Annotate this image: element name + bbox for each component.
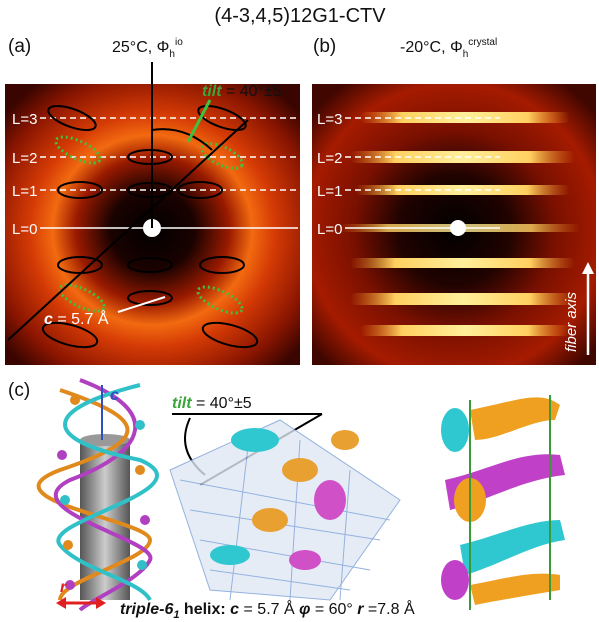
graphic	[63, 540, 73, 550]
tilt-text: = 40°±5	[192, 395, 252, 412]
graphic	[252, 508, 288, 532]
tilt-label: tilt = 40°±5	[172, 395, 252, 412]
panel-condition: -20°C, Φhcrystal	[400, 37, 497, 60]
panel-condition: 25°C, Φhio	[112, 37, 183, 60]
layer-label: L=0	[317, 221, 342, 238]
fiber-axis-label: fiber axis	[563, 291, 580, 352]
helix-c-label: c	[110, 387, 119, 404]
layer-label: L=1	[12, 183, 37, 200]
graphic	[441, 560, 469, 600]
caption-name: triple-6	[120, 601, 173, 618]
layer-label: L=2	[317, 150, 342, 167]
figure-title: (4-3,4,5)12G1-CTV	[214, 5, 386, 27]
layer-label: L=3	[317, 111, 342, 128]
graphic	[210, 545, 250, 565]
graphic	[135, 420, 145, 430]
graphic	[135, 465, 145, 475]
tilt-symbol: tilt	[202, 83, 222, 100]
graphic	[282, 458, 318, 482]
spacing-label: c = 5.7 Å	[44, 309, 109, 328]
layer-label: L=0	[12, 221, 37, 238]
caption-text: = 5.7 Å	[239, 599, 299, 618]
graphic	[60, 495, 70, 505]
tilt-label: tilt = 40°±5	[202, 83, 282, 100]
caption-phi: φ	[299, 601, 310, 618]
graphic	[289, 550, 321, 570]
condition-sup: crystal	[468, 37, 497, 48]
helix-caption: triple-61 helix: c = 5.7 Å φ = 60° r =7.…	[120, 599, 415, 621]
panel-label: (c)	[8, 380, 30, 401]
panel-label: (a)	[8, 36, 31, 57]
tilt-symbol: tilt	[172, 395, 192, 412]
graphic	[57, 450, 67, 460]
spacing-text: = 5.7 Å	[53, 309, 109, 328]
graphic	[70, 395, 80, 405]
helix-density-model	[441, 395, 565, 610]
graphic	[470, 397, 560, 440]
condition-sub: h	[169, 49, 175, 60]
graphic	[314, 480, 346, 520]
graphic	[350, 151, 575, 163]
graphic	[360, 325, 570, 336]
tilt-text: = 40°±5	[222, 83, 282, 100]
graphic	[441, 408, 469, 452]
graphic	[350, 293, 575, 305]
caption-text: helix:	[179, 601, 230, 618]
condition-text: -20°C, Φ	[400, 39, 463, 56]
page: {"title": "(4-3,4,5)12G1-CTV", "panels":…	[0, 0, 599, 622]
graphic	[170, 420, 400, 600]
molecular-model	[170, 420, 400, 600]
caption-c: c	[230, 601, 239, 618]
condition-sup: io	[175, 37, 183, 48]
graphic	[137, 560, 147, 570]
graphic	[331, 430, 359, 450]
graphic	[470, 574, 560, 605]
spacing-symbol: c	[44, 311, 53, 328]
layer-label: L=3	[12, 111, 37, 128]
graphic	[140, 515, 150, 525]
graphic	[350, 258, 575, 268]
layer-label: L=1	[317, 183, 342, 200]
caption-text: = 60°	[310, 601, 357, 618]
graphic	[170, 420, 400, 600]
layer-label: L=2	[12, 150, 37, 167]
beam-stop	[450, 220, 466, 236]
panel-label: (b)	[313, 36, 336, 57]
graphic	[65, 580, 75, 590]
figure: (4-3,4,5)12G1-CTV (a) 25°C, Φhio L=3 L=2…	[0, 0, 599, 622]
condition-sub: h	[463, 49, 469, 60]
condition-text: 25°C, Φ	[112, 39, 169, 56]
graphic	[231, 428, 279, 452]
caption-text: =7.8 Å	[363, 599, 414, 618]
helix-r-label: r	[60, 579, 67, 596]
